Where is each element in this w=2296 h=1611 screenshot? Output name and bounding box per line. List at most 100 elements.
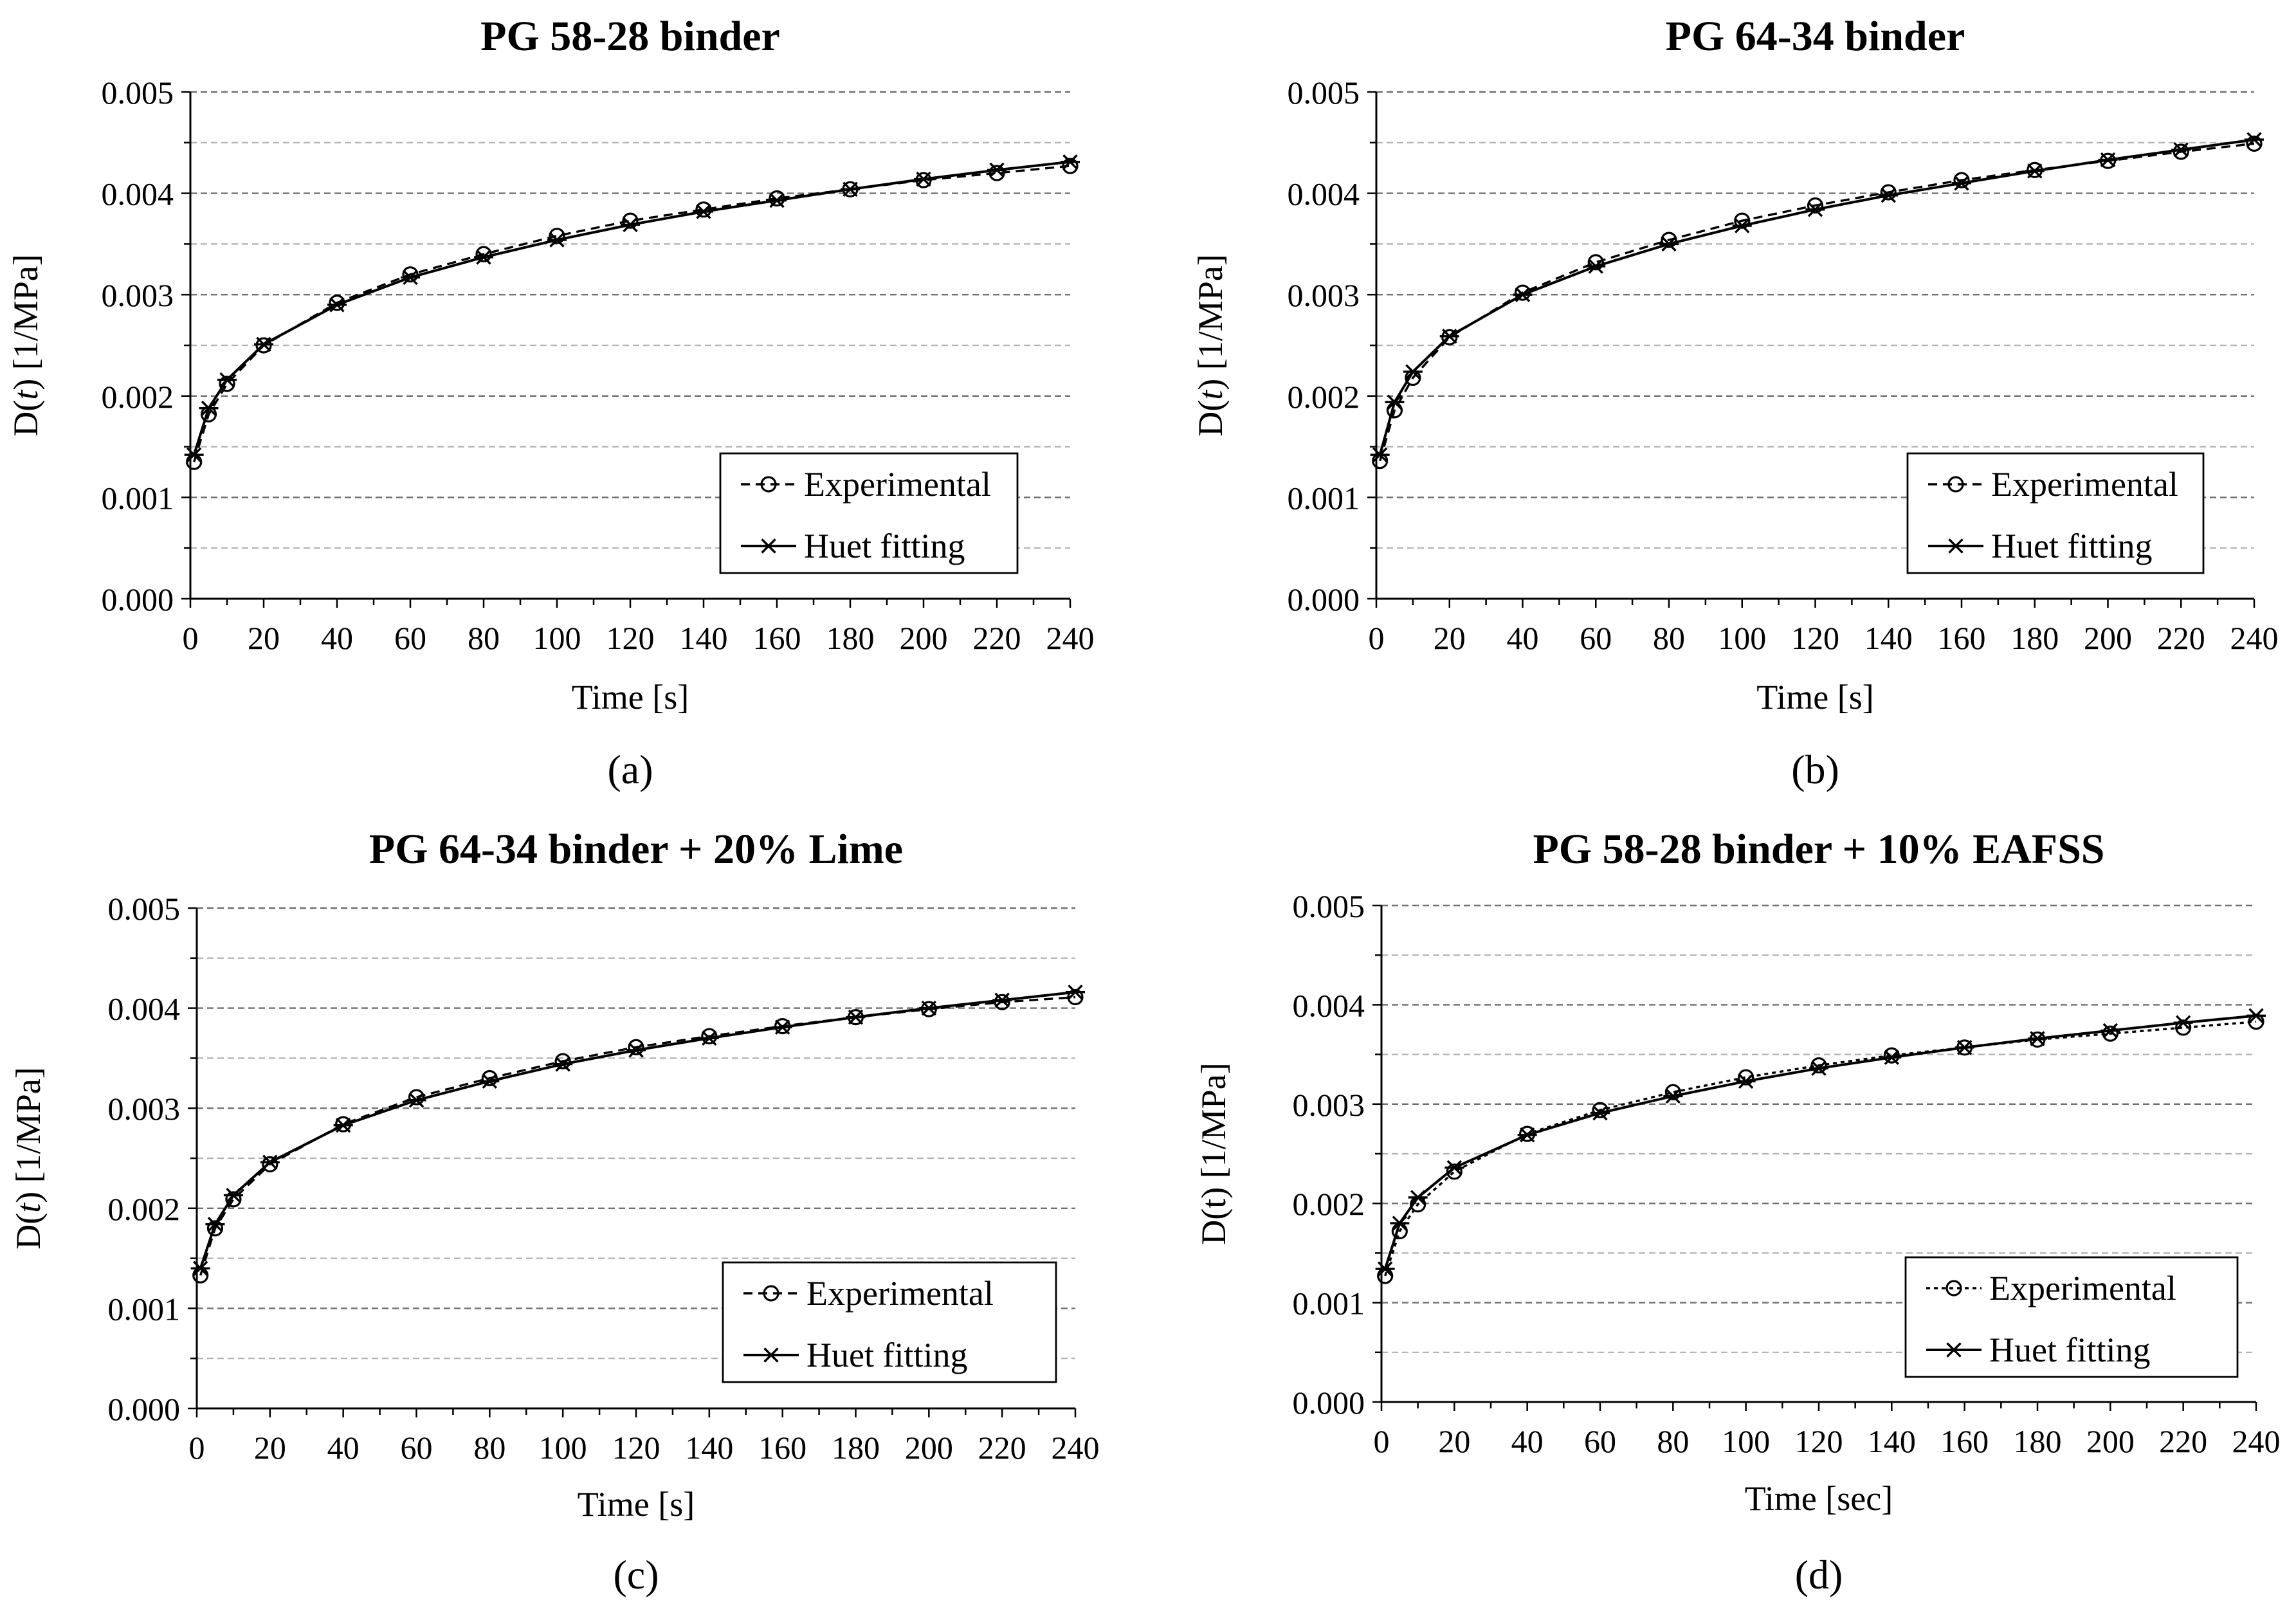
x-tick-label: 160 xyxy=(753,620,801,656)
series-huet-fitting xyxy=(184,154,1080,462)
y-tick-label: 0.005 xyxy=(1293,888,1365,924)
x-tick-label: 80 xyxy=(473,1430,506,1466)
data-point xyxy=(767,192,787,208)
x-tick-label: 240 xyxy=(2232,1423,2281,1459)
data-point xyxy=(621,217,640,233)
data-point xyxy=(1732,218,1752,233)
x-tick-label: 240 xyxy=(1052,1430,1100,1466)
y-tick-label: 0.004 xyxy=(1288,176,1360,212)
data-point xyxy=(1403,364,1423,379)
legend-marker xyxy=(1946,538,1965,554)
x-tick-label: 40 xyxy=(321,620,353,656)
legend-marker xyxy=(1944,1342,1963,1358)
y-tick-label: 0.003 xyxy=(1288,277,1360,313)
data-point xyxy=(406,1093,426,1108)
data-point xyxy=(190,1261,210,1276)
x-tick-label: 200 xyxy=(905,1430,953,1466)
data-point xyxy=(262,1156,278,1172)
panel-caption: (d) xyxy=(1795,1552,1843,1597)
x-tick-label: 100 xyxy=(533,620,581,656)
series-huet-fitting xyxy=(190,985,1085,1276)
data-point xyxy=(989,165,1005,181)
data-point xyxy=(2100,1023,2120,1039)
y-axis-label: D(t) [1/MPa] xyxy=(1191,254,1230,436)
x-tick-label: 20 xyxy=(254,1430,286,1466)
legend-label: Experimental xyxy=(804,465,991,504)
x-tick-label: 120 xyxy=(606,620,655,656)
data-point xyxy=(2173,1015,2193,1030)
legend-box xyxy=(719,452,1019,574)
x-tick-label: 120 xyxy=(1795,1423,1843,1459)
y-tick-label: 0.002 xyxy=(1293,1186,1365,1222)
data-point xyxy=(260,1154,280,1170)
data-point xyxy=(219,376,235,392)
data-point xyxy=(475,246,492,262)
data-point xyxy=(1067,988,1084,1006)
data-point xyxy=(474,250,493,265)
panel-caption: (b) xyxy=(1791,747,1839,792)
y-axis-label-part: ) [1/MPa] xyxy=(6,254,45,390)
chart-title: PG 58-28 binder xyxy=(480,13,780,60)
legend-box xyxy=(722,1261,1057,1383)
x-tick-label: 220 xyxy=(978,1430,1026,1466)
x-axis-label: Time [s] xyxy=(1756,678,1874,716)
y-tick-label: 0.003 xyxy=(102,277,174,313)
x-tick-label: 140 xyxy=(680,620,728,656)
data-point xyxy=(841,181,860,197)
y-axis-label: D(t) [1/MPa] xyxy=(9,1067,48,1249)
data-point xyxy=(1375,1261,1395,1277)
y-axis-label-part: D( xyxy=(1191,400,1230,437)
data-point xyxy=(1661,232,1677,248)
data-point xyxy=(914,171,933,187)
data-point xyxy=(2171,142,2191,158)
legend-box xyxy=(1904,1256,2239,1378)
series-experimental xyxy=(1377,1014,2264,1284)
x-tick-label: 100 xyxy=(1718,620,1766,656)
y-axis-label-part: D( xyxy=(9,1213,48,1250)
data-point xyxy=(1586,259,1606,274)
x-tick-label: 80 xyxy=(1653,620,1685,656)
data-point xyxy=(1517,1127,1537,1143)
x-tick-label: 240 xyxy=(1046,620,1095,656)
y-tick-label: 0.000 xyxy=(102,581,174,617)
legend-marker xyxy=(759,538,778,554)
y-axis-label-part: t xyxy=(6,389,45,400)
y-axis-label-part: t xyxy=(1191,389,1230,400)
x-tick-label: 80 xyxy=(468,620,500,656)
y-axis-label-part: D(t) [1/MPa] xyxy=(1194,1062,1233,1244)
y-tick-label: 0.003 xyxy=(108,1091,181,1127)
data-point xyxy=(1385,394,1405,410)
x-tick-label: 60 xyxy=(401,1430,433,1466)
gridlines xyxy=(190,91,1070,549)
legend-label: Huet fitting xyxy=(1991,527,2152,565)
x-tick-label: 140 xyxy=(1868,1423,1916,1459)
legend-label: Huet fitting xyxy=(1989,1331,2150,1369)
data-point xyxy=(1882,1050,1902,1065)
data-point xyxy=(1664,1084,1681,1100)
x-tick-label: 100 xyxy=(1722,1423,1770,1459)
data-point xyxy=(992,992,1012,1008)
x-tick-label: 160 xyxy=(1938,620,1986,656)
x-axis-label: Time [s] xyxy=(572,678,689,716)
y-tick-label: 0.002 xyxy=(102,379,174,415)
x-tick-label: 180 xyxy=(2010,620,2059,656)
data-point xyxy=(206,1220,224,1237)
y-axis-label: D(t) [1/MPa] xyxy=(6,254,45,436)
data-point xyxy=(1734,212,1751,229)
data-point xyxy=(1663,1088,1683,1104)
panel-caption: (a) xyxy=(607,747,653,792)
data-point xyxy=(205,1216,225,1232)
data-point xyxy=(225,1191,242,1208)
x-tick-label: 120 xyxy=(612,1430,661,1466)
y-tick-label: 0.000 xyxy=(1293,1385,1365,1421)
data-point xyxy=(1738,1069,1754,1086)
y-tick-label: 0.001 xyxy=(1288,480,1360,516)
legend: Experimental Huet fitting xyxy=(722,1261,1057,1383)
legend-label: Experimental xyxy=(806,1274,994,1313)
data-point xyxy=(401,269,420,286)
data-point xyxy=(1953,172,1970,188)
y-tick-label: 0.004 xyxy=(108,991,181,1027)
x-tick-label: 220 xyxy=(2159,1423,2207,1459)
data-point xyxy=(1805,202,1825,217)
